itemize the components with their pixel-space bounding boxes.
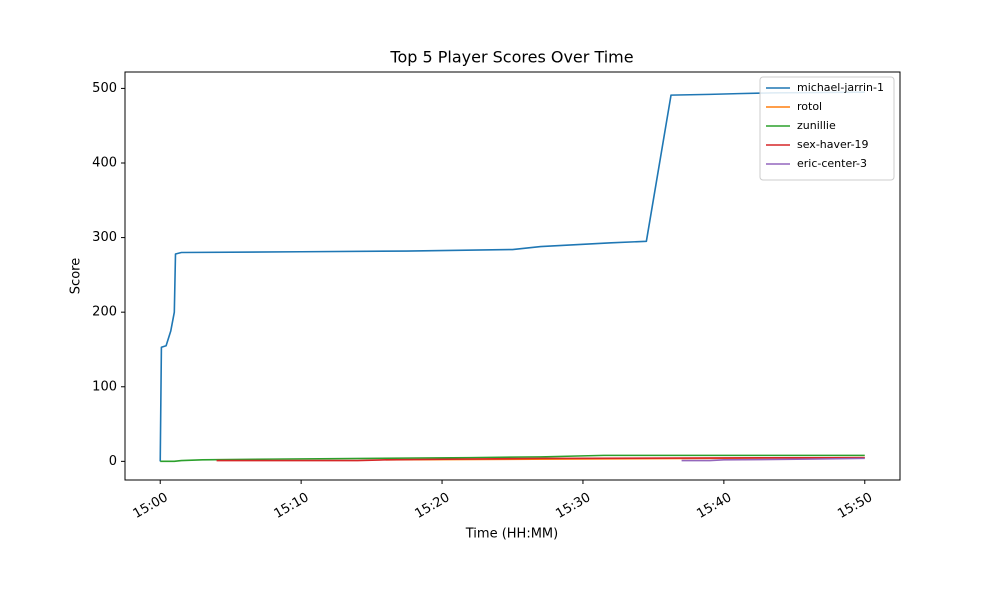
y-tick-label: 500	[92, 81, 117, 96]
series-line	[159, 91, 865, 462]
y-tick-label: 200	[92, 305, 117, 320]
series-line	[160, 454, 865, 463]
legend-box	[759, 76, 895, 181]
x-axis-label: Time (HH:MM)	[465, 527, 558, 542]
chart-title: Top 5 Player Scores Over Time	[389, 48, 633, 67]
y-tick-label: 400	[92, 155, 117, 170]
legend-label: rotol	[797, 100, 822, 113]
legend-label: zunillie	[797, 119, 836, 132]
series-line	[681, 457, 865, 462]
y-tick-label: 0	[109, 454, 117, 469]
y-tick-label: 300	[92, 230, 117, 245]
legend-label: michael-jarrin-1	[797, 81, 884, 94]
legend: michael-jarrin-1 rotol zunillie sex-haver-1…	[759, 76, 895, 181]
legend-label: sex-haver-19	[797, 138, 869, 151]
plot-frame	[124, 71, 901, 481]
y-tick-label: 100	[92, 379, 117, 394]
legend-label: eric-center-3	[797, 157, 867, 170]
series-line	[216, 456, 865, 462]
y-axis-label: Score	[69, 258, 84, 294]
